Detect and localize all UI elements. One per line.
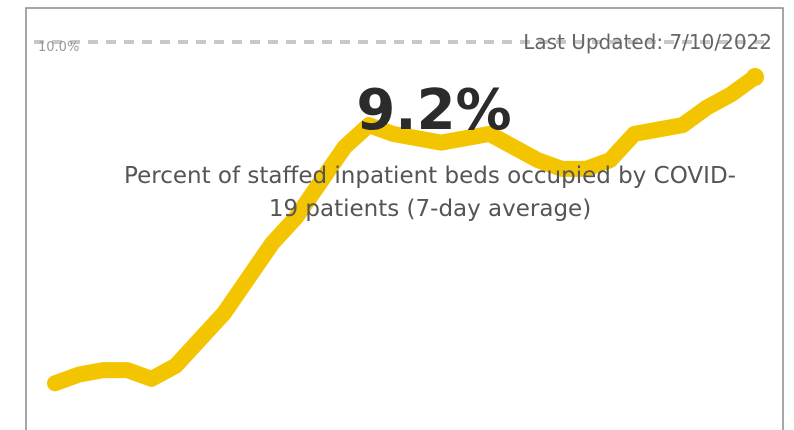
card-border [25,7,784,430]
reference-label: 10.0% [38,40,80,55]
sparkline [47,69,763,392]
last-updated: Last Updated: 7/10/2022 [523,30,772,54]
kpi-subtitle: Percent of staffed inpatient beds occupi… [124,163,736,222]
kpi-end-point [746,68,764,86]
kpi-value: 9.2% [356,78,512,143]
